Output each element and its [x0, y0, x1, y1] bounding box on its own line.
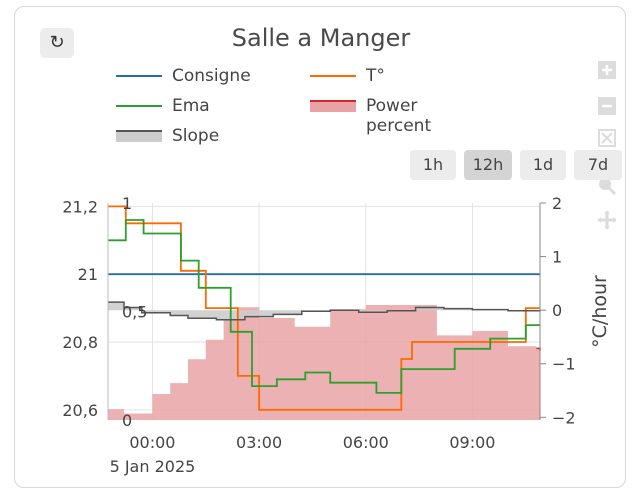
legend-item-t[interactable]: T°	[366, 66, 385, 86]
legend-swatch-consigne	[116, 75, 162, 77]
refresh-icon: ↻	[49, 32, 65, 53]
history-card	[14, 6, 626, 488]
range-button-7d[interactable]: 7d	[574, 150, 622, 180]
range-button-1h[interactable]: 1h	[410, 150, 456, 180]
legend-item-consigne[interactable]: Consigne	[172, 66, 251, 86]
pan-icon[interactable]	[596, 210, 618, 232]
legend-swatch-ema	[116, 105, 162, 107]
range-button-12h[interactable]: 12h	[464, 150, 512, 180]
legend-item-ema[interactable]: Ema	[172, 96, 210, 116]
legend-item-power[interactable]: Power percent	[366, 96, 432, 136]
legend-swatch-power	[310, 100, 356, 112]
legend-swatch-t	[310, 75, 356, 77]
range-button-1d[interactable]: 1d	[520, 150, 566, 180]
zoom-out-icon[interactable]	[596, 96, 618, 118]
zoom-in-icon[interactable]	[596, 60, 618, 82]
legend-swatch-slope	[116, 130, 162, 142]
card-title: Salle a Manger	[231, 24, 411, 52]
refresh-button[interactable]: ↻	[40, 28, 74, 58]
autoscale-icon[interactable]	[596, 128, 618, 150]
zoom-icon[interactable]	[596, 176, 618, 198]
legend-item-slope[interactable]: Slope	[172, 126, 220, 146]
